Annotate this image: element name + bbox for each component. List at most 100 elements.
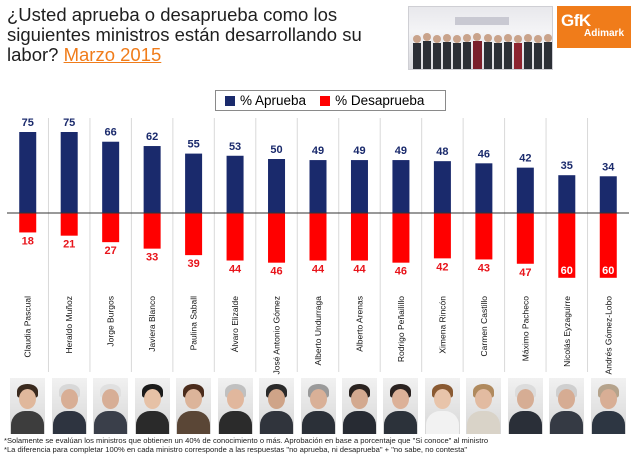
approve-value-label: 62 <box>146 131 158 143</box>
minister-portrait <box>51 378 87 434</box>
chart-legend: % Aprueba % Desaprueba <box>215 90 446 111</box>
minister-portrait <box>134 378 170 434</box>
approve-bar <box>392 160 410 213</box>
approve-value-label: 66 <box>105 127 117 139</box>
minister-portrait <box>300 378 336 434</box>
approve-value-label: 55 <box>187 139 199 151</box>
approve-bar <box>475 163 493 213</box>
disapprove-bar <box>226 213 244 261</box>
minister-name-label: Paulina Saball <box>189 296 199 350</box>
portrait-body <box>11 411 45 434</box>
footnote-1: *Solamente se evalúan los ministros que … <box>4 436 489 445</box>
portrait-body <box>135 411 169 434</box>
disapprove-bar <box>268 213 286 263</box>
approve-value-label: 46 <box>478 148 490 160</box>
disapprove-bar <box>558 213 576 278</box>
disapprove-bar <box>433 213 451 259</box>
approve-value-label: 49 <box>312 145 324 157</box>
minister-portrait <box>590 378 626 434</box>
approve-bar <box>19 132 37 213</box>
portrait-body <box>550 411 584 434</box>
minister-name-label: Carmen Castillo <box>479 296 489 357</box>
disapprove-value-label: 18 <box>22 235 34 247</box>
approve-bar <box>433 161 451 213</box>
approve-bar <box>268 159 286 213</box>
legend-item-approve: % Aprueba <box>225 93 306 108</box>
disapprove-value-label: 44 <box>229 264 242 276</box>
approve-bar <box>226 155 244 213</box>
disapprove-value-label: 44 <box>353 264 366 276</box>
approve-value-label: 75 <box>63 117 75 129</box>
portrait-body <box>467 411 501 434</box>
portrait-face <box>433 389 451 409</box>
portrait-body <box>342 411 376 434</box>
minister-name-label: Nicolás Eyzaguirre <box>562 296 572 367</box>
legend-label-approve: % Aprueba <box>240 93 307 108</box>
minister-portrait <box>549 378 585 434</box>
portrait-body <box>52 411 86 434</box>
disapprove-value-label: 39 <box>187 258 199 270</box>
logo-gfk-text: GfK <box>561 11 591 30</box>
approve-value-label: 42 <box>519 153 531 165</box>
minister-portrait <box>259 378 295 434</box>
disapprove-value-label: 42 <box>436 261 448 273</box>
minister-name-label: Claudia Pascual <box>23 296 33 358</box>
legend-label-disapprove: % Desaprueba <box>335 93 425 108</box>
disapprove-value-label: 21 <box>63 239 75 251</box>
disapprove-value-label: 46 <box>395 266 407 278</box>
portrait-body <box>301 411 335 434</box>
approve-bar <box>143 146 161 213</box>
disapprove-value-label: 43 <box>478 262 490 274</box>
cabinet-group-photo <box>408 6 553 70</box>
approve-value-label: 34 <box>602 161 615 173</box>
legend-swatch-approve <box>225 95 235 106</box>
minister-photo-row <box>0 378 635 434</box>
approve-value-label: 49 <box>353 145 365 157</box>
approval-bar-chart: 75 18 Claudia Pascual 75 21 Heraldo Muñoz 66 27… <box>7 117 629 375</box>
approve-value-label: 75 <box>22 117 34 129</box>
portrait-body <box>508 411 542 434</box>
approve-bar <box>185 153 203 213</box>
approve-value-label: 48 <box>436 146 448 158</box>
minister-name-label: Alberto Undurraga <box>313 296 323 366</box>
minister-portrait <box>507 378 543 434</box>
disapprove-value-label: 27 <box>105 245 117 257</box>
portrait-face <box>143 389 161 409</box>
disapprove-bar <box>516 213 534 264</box>
portrait-body <box>591 411 625 434</box>
approve-value-label: 49 <box>395 145 407 157</box>
portrait-face <box>19 389 37 409</box>
minister-name-label: Javiera Blanco <box>147 296 157 352</box>
portrait-face <box>558 389 576 409</box>
approve-value-label: 53 <box>229 141 241 153</box>
portrait-face <box>516 389 534 409</box>
minister-name-label: Ximena Rincón <box>437 296 447 354</box>
portrait-face <box>185 389 203 409</box>
approve-value-label: 35 <box>561 160 573 172</box>
minister-portrait <box>383 378 419 434</box>
approve-bar <box>558 175 576 213</box>
disapprove-value-label: 47 <box>519 267 531 279</box>
minister-portrait <box>217 378 253 434</box>
minister-portrait <box>341 378 377 434</box>
portrait-body <box>425 411 459 434</box>
minister-name-label: Rodrigo Peñailillo <box>396 296 406 362</box>
portrait-body <box>218 411 252 434</box>
portrait-face <box>475 389 493 409</box>
minister-portrait <box>176 378 212 434</box>
gfk-adimark-logo: GfK Adimark <box>557 6 631 48</box>
approve-value-label: 50 <box>270 144 282 156</box>
disapprove-value-label: 60 <box>561 265 573 277</box>
disapprove-value-label: 60 <box>602 265 614 277</box>
portrait-body <box>94 411 128 434</box>
minister-name-label: Andrés Gómez-Lobo <box>603 296 613 375</box>
disapprove-bar <box>350 213 368 261</box>
minister-portrait <box>10 378 46 434</box>
minister-portrait <box>93 378 129 434</box>
disapprove-bar <box>392 213 410 263</box>
portrait-face <box>226 389 244 409</box>
legend-item-disapprove: % Desaprueba <box>320 93 424 108</box>
disapprove-value-label: 33 <box>146 252 158 264</box>
portrait-face <box>268 389 286 409</box>
legend-swatch-disapprove <box>320 95 331 106</box>
